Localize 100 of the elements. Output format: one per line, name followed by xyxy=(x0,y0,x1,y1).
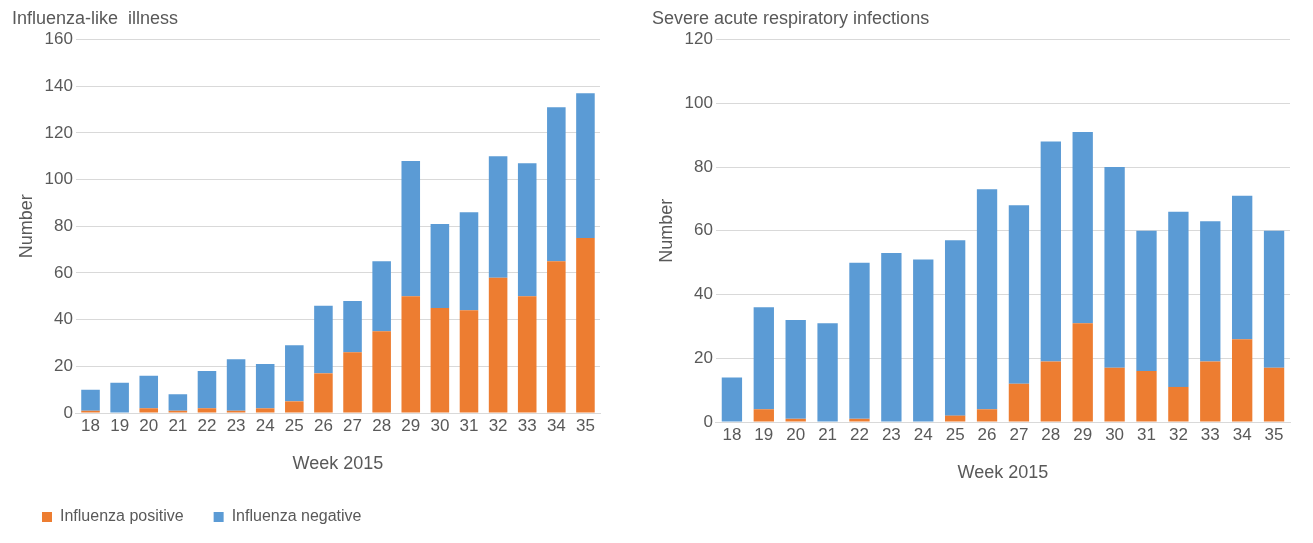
bar xyxy=(1168,386,1189,422)
bar xyxy=(314,305,333,374)
y-tick-label: 40 xyxy=(54,309,73,329)
bar xyxy=(255,408,275,413)
x-tick-label: 29 xyxy=(401,415,421,435)
y-tick-label: 0 xyxy=(63,402,73,422)
bar xyxy=(285,345,304,402)
bar xyxy=(849,262,870,419)
bar xyxy=(1040,361,1061,422)
x-tick-label: 19 xyxy=(110,415,130,435)
bar xyxy=(285,401,304,413)
y-tick-label: 100 xyxy=(684,93,713,113)
x-tick-label: 31 xyxy=(459,415,479,435)
y-tick-label: 40 xyxy=(694,284,713,304)
y-tick-label: 60 xyxy=(694,220,713,240)
bar xyxy=(488,156,508,278)
bar xyxy=(168,394,188,411)
x-tick-label: 24 xyxy=(255,415,275,435)
bar xyxy=(401,160,421,297)
x-tick-label: 20 xyxy=(786,424,806,444)
bar xyxy=(459,212,479,311)
x-tick-label: 31 xyxy=(1137,424,1156,444)
bar xyxy=(430,223,450,308)
x-tick-label: 30 xyxy=(430,415,450,435)
bar xyxy=(576,93,595,238)
bar xyxy=(1136,371,1157,422)
bar xyxy=(226,359,246,411)
bar xyxy=(753,409,774,422)
x-tick-label: 24 xyxy=(913,424,933,444)
bar xyxy=(488,277,508,413)
x-axis-title: Week 2015 xyxy=(957,462,1049,483)
x-tick-label: 34 xyxy=(1232,424,1252,444)
bar xyxy=(110,382,129,413)
x-tick-label: 22 xyxy=(197,415,217,435)
x-tick-label: 33 xyxy=(1200,424,1220,444)
y-tick-label: 100 xyxy=(44,169,73,189)
x-tick-label: 27 xyxy=(1009,424,1029,444)
bar xyxy=(1263,367,1285,422)
x-tick-label: 27 xyxy=(343,415,362,435)
bar xyxy=(1008,205,1030,384)
bar xyxy=(459,310,479,413)
x-tick-label: 23 xyxy=(881,424,901,444)
bar xyxy=(372,261,391,332)
x-tick-label: 35 xyxy=(1264,424,1284,444)
bar xyxy=(576,237,595,413)
bar xyxy=(1104,367,1125,422)
bar xyxy=(1136,230,1157,372)
x-tick-label: 29 xyxy=(1073,424,1093,444)
bar xyxy=(1263,230,1285,368)
bar xyxy=(430,307,450,413)
bar xyxy=(1008,383,1030,422)
bar xyxy=(849,418,870,422)
bar xyxy=(1104,167,1125,368)
x-tick-label: 26 xyxy=(977,424,997,444)
y-axis-title: Number xyxy=(15,194,36,259)
bar xyxy=(343,300,362,353)
y-tick-label: 120 xyxy=(44,122,73,142)
x-tick-label: 25 xyxy=(284,415,304,435)
x-tick-label: 30 xyxy=(1105,424,1125,444)
y-tick-label: 60 xyxy=(54,262,73,282)
x-tick-label: 18 xyxy=(722,424,742,444)
x-tick-label: 35 xyxy=(575,415,595,435)
bar xyxy=(944,415,966,422)
bar xyxy=(881,253,902,422)
bar xyxy=(547,107,566,262)
bar xyxy=(547,261,566,413)
x-tick-label: 25 xyxy=(945,424,965,444)
bar xyxy=(139,375,159,409)
x-tick-label: 21 xyxy=(168,415,188,435)
bar xyxy=(197,408,217,413)
x-tick-label: 28 xyxy=(1041,424,1061,444)
x-tick-label: 20 xyxy=(139,415,159,435)
bar xyxy=(721,377,743,422)
bar xyxy=(81,389,100,411)
bar xyxy=(976,409,998,422)
x-axis-title: Week 2015 xyxy=(292,453,384,474)
x-tick-label: 18 xyxy=(81,415,100,435)
bar xyxy=(1072,323,1093,422)
bar xyxy=(517,296,537,413)
x-tick-label: 22 xyxy=(850,424,869,444)
y-tick-label: 0 xyxy=(703,411,713,431)
x-tick-label: 28 xyxy=(372,415,392,435)
chart-title: Influenza-like illness xyxy=(12,7,179,28)
y-tick-label: 80 xyxy=(694,156,713,176)
bar xyxy=(976,189,998,410)
bar xyxy=(197,370,217,409)
bar xyxy=(753,307,774,410)
bar xyxy=(785,418,806,422)
bar xyxy=(401,296,421,413)
legend-label: Influenza positive xyxy=(60,507,184,525)
y-tick-label: 20 xyxy=(54,356,73,376)
y-axis-title: Number xyxy=(655,198,676,263)
bar xyxy=(817,323,838,422)
bar xyxy=(785,320,806,419)
bar xyxy=(1200,221,1221,362)
bar xyxy=(1232,195,1253,340)
bar xyxy=(343,352,362,413)
bar xyxy=(1040,141,1061,362)
bar xyxy=(314,373,333,413)
bar xyxy=(139,408,159,413)
